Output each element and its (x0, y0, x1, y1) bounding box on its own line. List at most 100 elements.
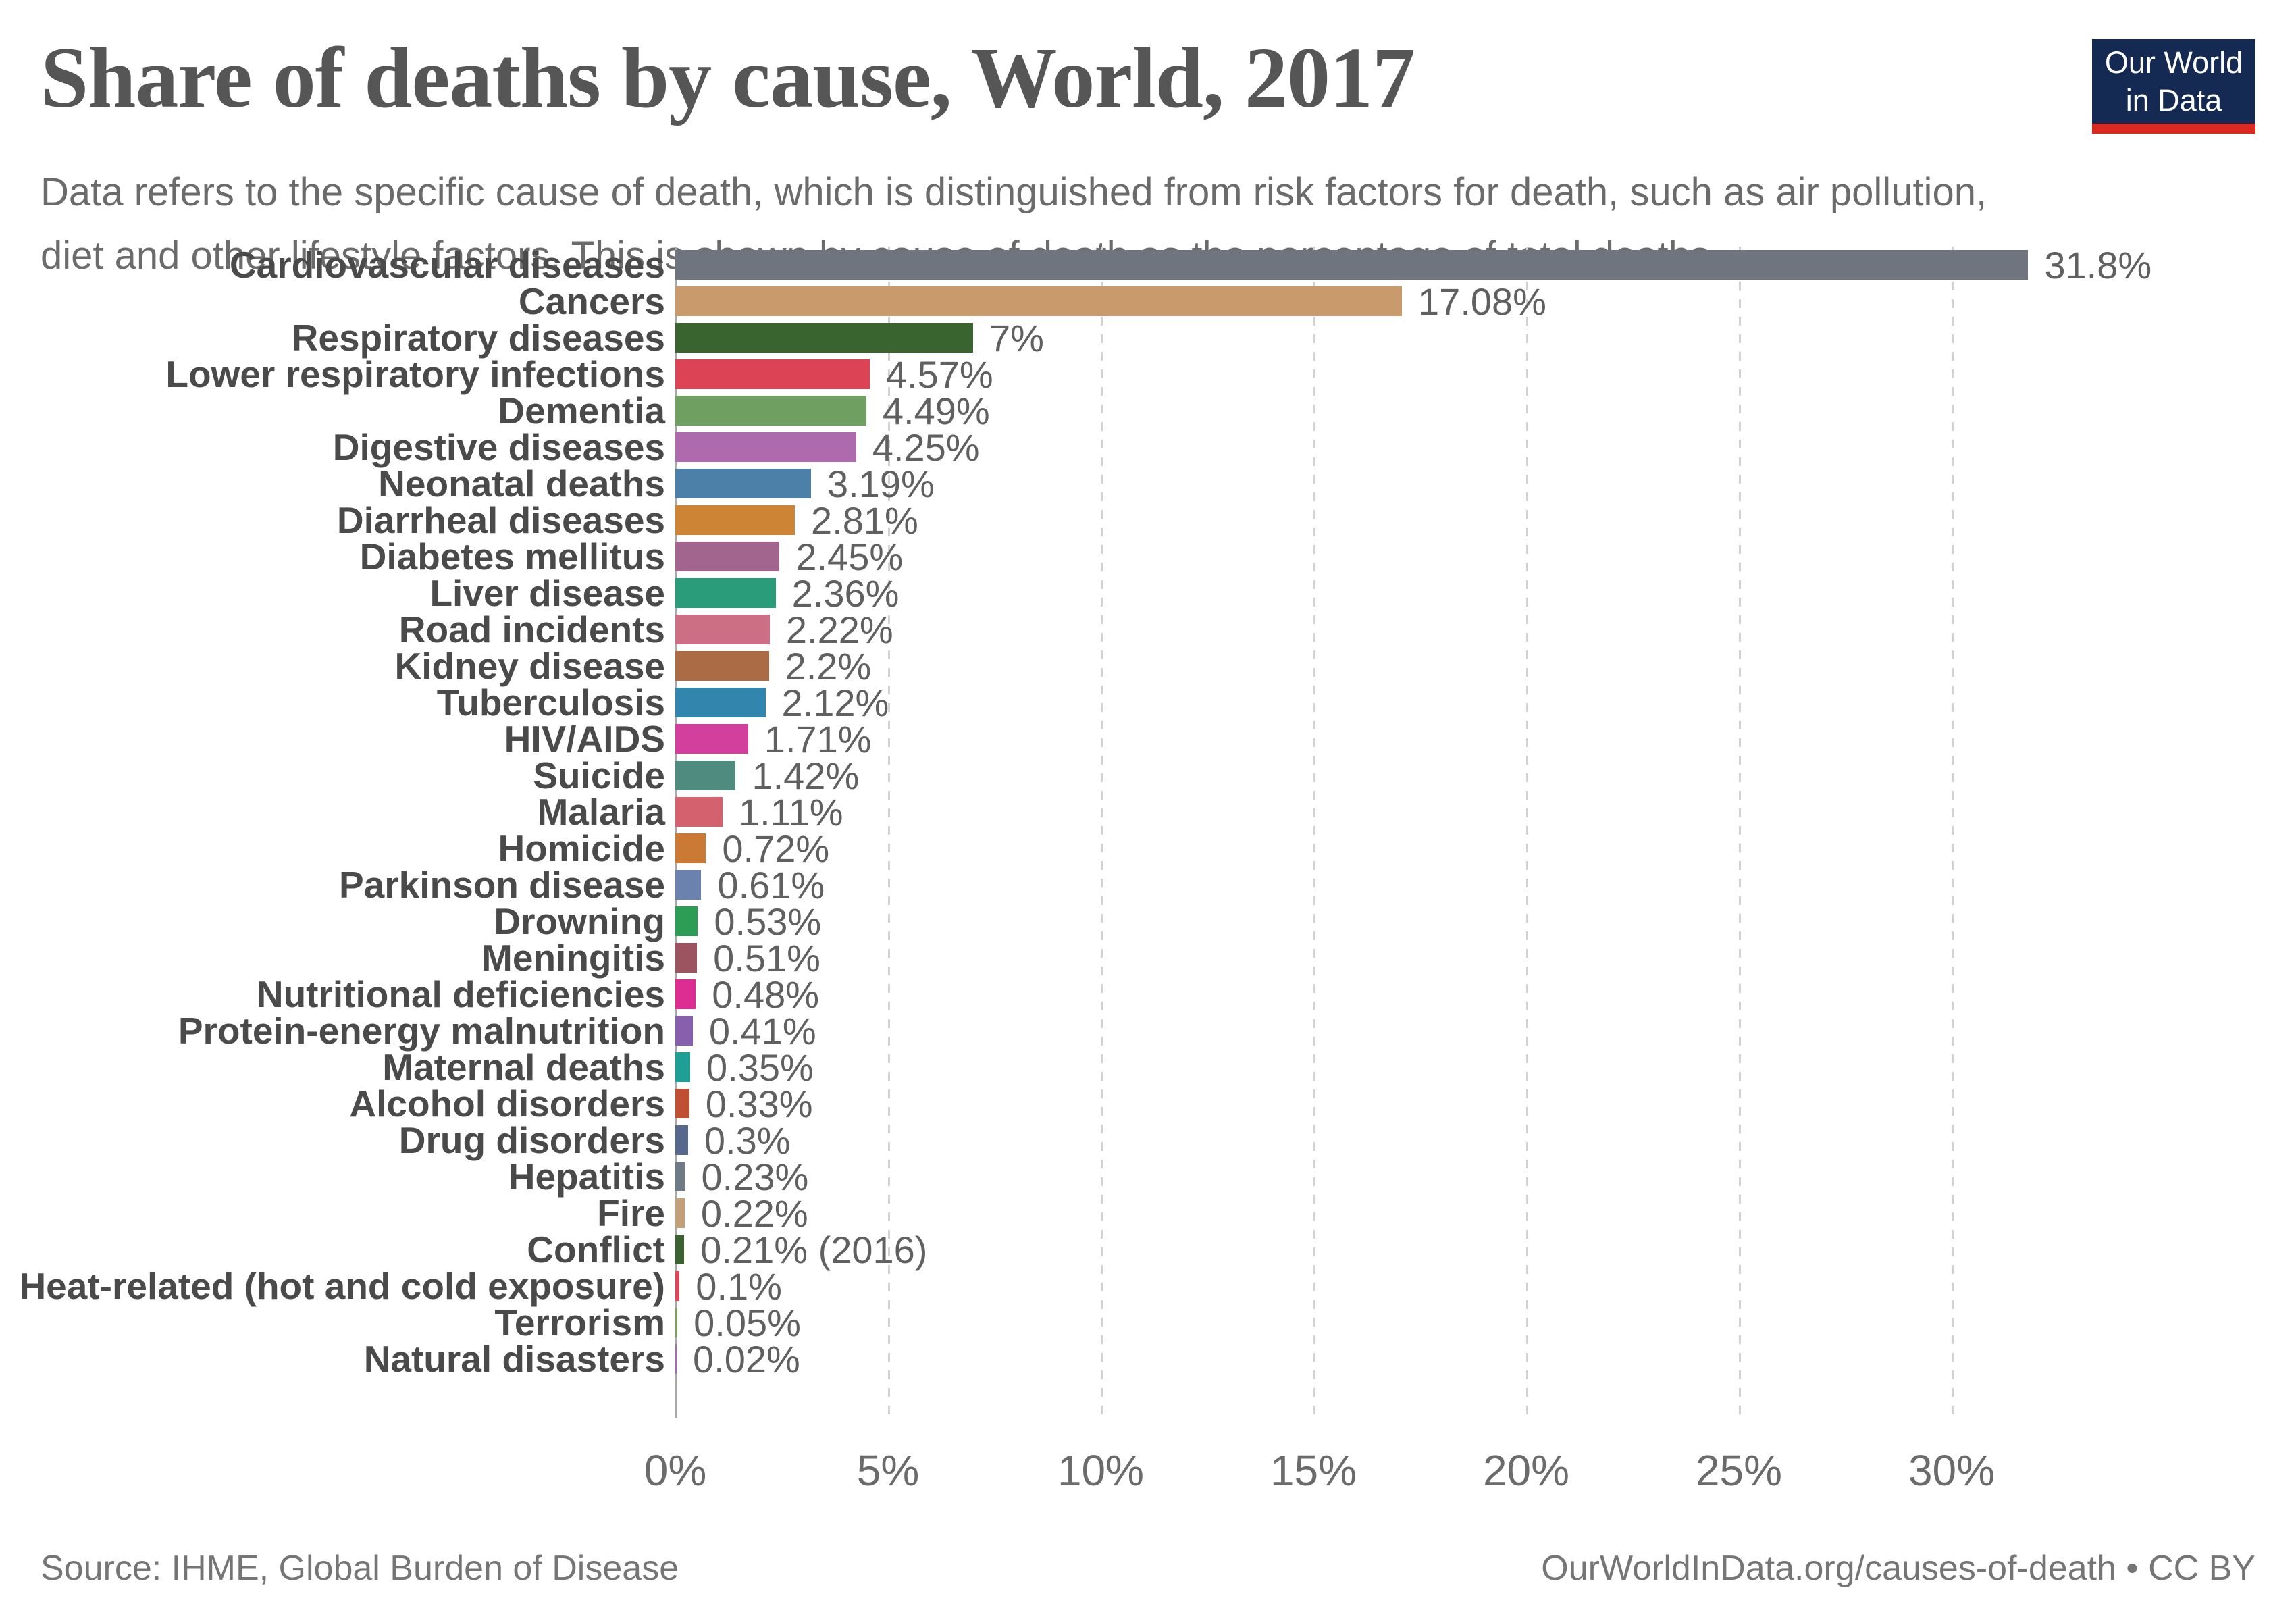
bar-track: 0.53% (675, 900, 2296, 943)
bar[interactable] (675, 651, 769, 681)
value-label: 2.22% (785, 608, 893, 651)
bar-track: 0.61% (675, 864, 2296, 906)
category-label: HIV/AIDS (504, 718, 665, 760)
category-label: Conflict (527, 1229, 665, 1270)
category-label: Cardiovascular diseases (229, 244, 665, 286)
chart-footer: Source: IHME, Global Burden of Disease O… (41, 1548, 2255, 1589)
value-label: 0.35% (706, 1046, 814, 1089)
value-label: 1.11% (738, 790, 843, 833)
x-axis-tick-20: 20% (1482, 1446, 1570, 1495)
table-row: Tuberculosis 2.12% (0, 681, 2296, 724)
bar[interactable] (675, 870, 702, 900)
bar[interactable] (675, 432, 856, 462)
bar[interactable] (675, 505, 795, 535)
category-label: Diabetes mellitus (359, 536, 665, 577)
bar[interactable] (675, 542, 780, 571)
bar[interactable] (675, 833, 706, 863)
gridline-15 (1313, 247, 1315, 1418)
bar-track: 0.22% (675, 1192, 2296, 1235)
bar[interactable] (675, 250, 2029, 280)
bar-track: 17.08% (675, 280, 2296, 323)
category-label: Road incidents (398, 609, 665, 650)
bar[interactable] (675, 469, 811, 498)
table-row: Respiratory diseases 7% (0, 317, 2296, 359)
bar[interactable] (675, 1198, 685, 1228)
gridline-30 (1952, 247, 1954, 1418)
bar[interactable] (675, 688, 766, 717)
table-row: Heat-related (hot and cold exposure) 0.1% (0, 1265, 2296, 1308)
bar[interactable] (675, 323, 973, 353)
table-row: Protein-energy malnutrition 0.41% (0, 1010, 2296, 1052)
table-row: Fire 0.22% (0, 1192, 2296, 1235)
bar-track: 0.23% (675, 1156, 2296, 1198)
table-row: Liver disease 2.36% (0, 572, 2296, 615)
bar[interactable] (675, 1308, 678, 1337)
owid-logo-line-2: in Data (2125, 82, 2222, 118)
bar-track: 0.3% (675, 1119, 2296, 1162)
value-label: 7% (989, 316, 1044, 359)
owid-logo[interactable]: Our World in Data (2092, 39, 2255, 134)
bar-track: 2.22% (675, 609, 2296, 651)
value-label: 2.45% (795, 535, 904, 578)
category-label: Fire (597, 1192, 665, 1234)
table-row: Dementia 4.49% (0, 390, 2296, 432)
category-label: Neonatal deaths (378, 463, 665, 505)
bar[interactable] (675, 943, 698, 973)
bar-track: 31.8% (675, 244, 2296, 286)
table-row: Maternal deaths 0.35% (0, 1046, 2296, 1089)
value-label: 0.41% (708, 1009, 816, 1052)
table-row: Conflict 0.21% (2016) (0, 1229, 2296, 1271)
table-row: Natural disasters 0.02% (0, 1338, 2296, 1381)
value-label: 1.71% (764, 717, 872, 761)
bar-track: 0.05% (675, 1302, 2296, 1344)
category-label: Suicide (533, 754, 665, 796)
bar[interactable] (675, 761, 736, 790)
bar[interactable] (675, 906, 698, 936)
bar[interactable] (675, 396, 866, 426)
gridline-10 (1101, 247, 1103, 1418)
bar[interactable] (675, 1344, 677, 1374)
bar[interactable] (675, 615, 770, 644)
table-row: Cardiovascular diseases 31.8% (0, 244, 2296, 286)
bar[interactable] (675, 1271, 680, 1301)
bar-track: 0.21% (2016) (675, 1229, 2296, 1271)
category-label: Heat-related (hot and cold exposure) (19, 1265, 665, 1307)
table-row: Homicide 0.72% (0, 827, 2296, 870)
bar-track: 0.02% (675, 1338, 2296, 1381)
bar[interactable] (675, 286, 1403, 316)
value-label: 0.23% (701, 1155, 809, 1198)
category-label: Dementia (498, 390, 665, 432)
gridline-20 (1526, 247, 1528, 1418)
bar-track: 3.19% (675, 463, 2296, 505)
bar[interactable] (675, 1125, 688, 1155)
bar[interactable] (675, 724, 748, 754)
value-label: 3.19% (827, 462, 935, 505)
value-label: 0.22% (700, 1191, 808, 1235)
bar-track: 2.81% (675, 499, 2296, 542)
x-axis-tick-15: 15% (1270, 1446, 1357, 1495)
category-label: Hepatitis (508, 1156, 665, 1198)
table-row: HIV/AIDS 1.71% (0, 718, 2296, 761)
category-label: Meningitis (481, 937, 665, 979)
bar-track: 0.33% (675, 1083, 2296, 1125)
bar[interactable] (675, 578, 776, 608)
category-label: Alcohol disorders (349, 1083, 665, 1125)
bar[interactable] (675, 1089, 689, 1118)
value-label: 2.36% (791, 571, 899, 615)
bar-track: 0.1% (675, 1265, 2296, 1308)
category-label: Diarrheal diseases (336, 499, 665, 541)
bar[interactable] (675, 797, 723, 827)
bar[interactable] (675, 979, 696, 1009)
value-label: 0.51% (713, 936, 820, 979)
value-label: 4.49% (882, 389, 990, 432)
bar[interactable] (675, 1235, 685, 1264)
table-row: Terrorism 0.05% (0, 1302, 2296, 1344)
bar[interactable] (675, 1052, 691, 1082)
bar[interactable] (675, 1016, 693, 1046)
bar[interactable] (675, 1162, 685, 1191)
bar-track: 0.72% (675, 827, 2296, 870)
x-axis-tick-10: 10% (1057, 1446, 1145, 1495)
category-label: Parkinson disease (338, 864, 665, 906)
table-row: Cancers 17.08% (0, 280, 2296, 323)
bar[interactable] (675, 359, 870, 389)
